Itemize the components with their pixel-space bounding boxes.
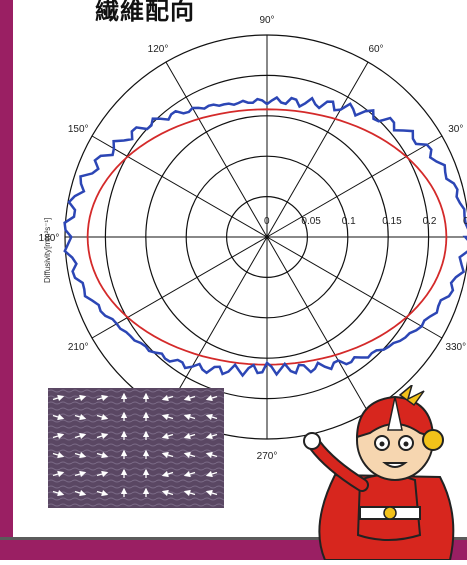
- angle-label: 150°: [68, 124, 89, 135]
- angle-label: 180°: [39, 233, 60, 244]
- fiber-arrow: [183, 451, 196, 459]
- r-tick-label: 0.15: [382, 216, 402, 227]
- fiber-arrow: [74, 470, 87, 478]
- fiber-arrow: [183, 394, 196, 402]
- grid-spoke-30: [266, 135, 443, 238]
- fiber-arrow: [52, 489, 65, 497]
- fiber-arrow: [52, 432, 65, 440]
- left-magenta-border: [0, 0, 13, 560]
- superhero-mascot: [300, 382, 467, 561]
- grid-spoke-240: [165, 236, 268, 413]
- fiber-arrow: [161, 413, 174, 421]
- grid-spoke-330: [266, 236, 443, 339]
- fiber-arrow: [52, 451, 65, 459]
- grid-spoke-150: [91, 135, 268, 238]
- fiber-arrow: [205, 413, 218, 421]
- fiber-arrow: [183, 413, 196, 421]
- angle-label: 60°: [368, 44, 383, 55]
- mascot-hand: [303, 432, 321, 450]
- mascot-helmet-stripe: [387, 396, 403, 431]
- fiber-arrows: [52, 392, 218, 497]
- fiber-arrow: [74, 413, 87, 421]
- page-title: 繊維配向: [95, 0, 195, 25]
- r-tick-label: 0: [264, 216, 270, 227]
- fiber-arrow: [74, 432, 87, 440]
- r-tick-label: 0.05: [301, 216, 321, 227]
- fiber-arrow: [96, 413, 109, 421]
- mascot-hair: [398, 382, 425, 407]
- fiber-arrow: [183, 489, 196, 497]
- fiber-arrow: [183, 470, 196, 478]
- angle-label: 90°: [259, 15, 274, 26]
- series-line-2: [63, 95, 467, 378]
- series-line-1: [86, 108, 448, 366]
- angle-label: 210°: [68, 342, 89, 353]
- grid-spoke-210: [91, 236, 268, 339]
- fiber-arrow: [161, 394, 174, 402]
- polar-series: [63, 95, 467, 378]
- fiber-arrow: [52, 394, 65, 402]
- fiber-arrow: [52, 413, 65, 421]
- angle-label: 270°: [257, 451, 278, 462]
- fiber-arrow: [96, 394, 109, 402]
- radial-axis-label: Diffusivity[mm²s⁻¹]: [43, 218, 52, 283]
- fiber-arrow: [205, 432, 218, 440]
- angle-label: 330°: [445, 342, 466, 353]
- fiber-arrow: [52, 470, 65, 478]
- fiber-arrow: [161, 432, 174, 440]
- r-tick-label: 0.1: [342, 216, 356, 227]
- angle-label: 120°: [148, 44, 169, 55]
- fiber-arrow: [205, 451, 218, 459]
- fiber-arrow: [161, 451, 174, 459]
- fiber-arrow: [96, 470, 109, 478]
- mascot-belt-buckle: [383, 506, 397, 520]
- grid-spoke-120: [165, 61, 268, 238]
- fiber-arrow: [96, 432, 109, 440]
- fiber-arrow: [74, 451, 87, 459]
- fiber-arrow: [74, 394, 87, 402]
- bottom-gray-rule: [0, 537, 467, 540]
- polar-grid: [64, 34, 467, 440]
- fiber-arrow: [205, 470, 218, 478]
- fiber-arrow: [205, 489, 218, 497]
- fiber-arrow: [96, 489, 109, 497]
- r-tick-label: 0.2: [423, 216, 437, 227]
- grid-spoke-60: [266, 61, 369, 238]
- mascot-mouth: [382, 462, 408, 468]
- fiber-arrow: [96, 451, 109, 459]
- fiber-orientation-image: [48, 388, 224, 508]
- angle-label: 30°: [448, 124, 463, 135]
- fiber-arrow: [161, 489, 174, 497]
- fiber-arrow: [161, 470, 174, 478]
- fiber-arrow: [205, 394, 218, 402]
- grid-spoke-300: [266, 236, 369, 413]
- fiber-arrow: [74, 489, 87, 497]
- mascot-earpiece: [422, 429, 444, 451]
- r-tick-label: 0.25: [463, 216, 467, 227]
- fiber-arrow: [183, 432, 196, 440]
- tissue-texture: [48, 388, 224, 508]
